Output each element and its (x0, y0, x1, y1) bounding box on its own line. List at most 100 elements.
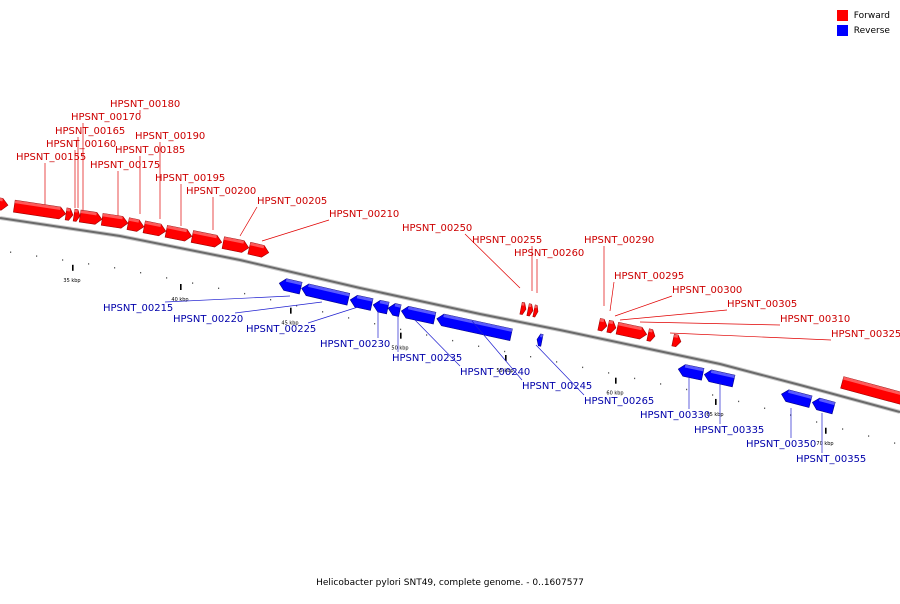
forward-gene-block (247, 241, 270, 258)
reverse-gene-block (387, 303, 402, 317)
gene-label-reverse: HPSNT_00215 (103, 303, 173, 314)
minor-tick (504, 350, 506, 353)
forward-gene-block (526, 303, 534, 317)
major-tick (180, 284, 182, 290)
minor-tick (790, 414, 792, 416)
gene-label-forward: HPSNT_00160 (46, 139, 116, 150)
minor-tick (348, 317, 350, 319)
gene-label-reverse: HPSNT_00355 (796, 454, 866, 465)
gene-label-forward: HPSNT_00260 (514, 248, 584, 259)
tick-label: 40 kbp (171, 297, 188, 303)
forward-gene-block (126, 217, 145, 232)
legend-forward: Forward (836, 8, 890, 23)
genome-backbone (0, 217, 900, 413)
legend-reverse: Reverse (836, 23, 890, 38)
major-tick (615, 377, 617, 384)
forward-gene-block (615, 321, 648, 340)
minor-tick (88, 263, 90, 265)
gene-label-forward: HPSNT_00155 (16, 152, 86, 163)
gene-label-forward: HPSNT_00255 (472, 235, 542, 246)
minor-tick (10, 251, 12, 253)
minor-tick (478, 345, 480, 347)
forward-gene-block (78, 209, 103, 225)
forward-gene-block (164, 225, 193, 242)
gene-label-reverse: HPSNT_00240 (460, 367, 530, 378)
gene-label-forward: HPSNT_00185 (115, 145, 185, 156)
minor-tick (296, 305, 298, 307)
gene-label-reverse: HPSNT_00265 (584, 396, 654, 407)
forward-swatch (836, 10, 848, 21)
tick-label: 70 kbp (816, 441, 833, 447)
gene-label-forward: HPSNT_00210 (329, 209, 399, 220)
gene-label-reverse: HPSNT_00230 (320, 339, 390, 350)
minor-tick (270, 299, 272, 301)
major-tick (825, 427, 827, 434)
gene-label-forward: HPSNT_00300 (672, 285, 742, 296)
gene-leader-line (307, 306, 359, 324)
minor-tick (738, 400, 740, 403)
gene-label-forward: HPSNT_00180 (110, 99, 180, 110)
forward-gene-block (597, 318, 608, 332)
minor-tick (322, 311, 324, 313)
forward-gene-block (646, 328, 656, 342)
minor-tick (894, 442, 896, 444)
major-tick (400, 332, 402, 339)
forward-gene-block (221, 236, 250, 253)
legend-reverse-label: Reverse (853, 25, 890, 36)
caption: Helicobacter pylori SNT49, complete geno… (316, 578, 584, 588)
reverse-gene-block (436, 313, 513, 341)
minor-tick (426, 334, 428, 336)
gene-leader-line (261, 219, 330, 242)
minor-tick (400, 328, 402, 331)
legend: Forward Reverse (836, 8, 890, 38)
major-tick (715, 398, 717, 405)
backbone-shadow (0, 216, 900, 414)
reverse-gene-block (278, 278, 303, 295)
major-tick (290, 307, 292, 314)
minor-tick (218, 287, 220, 289)
minor-tick (634, 377, 636, 380)
forward-gene-block (72, 208, 81, 222)
major-tick (72, 264, 74, 271)
minor-tick (556, 361, 558, 363)
reverse-gene-block (677, 364, 705, 381)
minor-tick (582, 366, 584, 369)
forward-gene-block (840, 376, 900, 406)
tick-label: 55 kbp (496, 368, 513, 374)
reverse-swatch (836, 25, 848, 36)
gene-label-reverse: HPSNT_00245 (522, 381, 592, 392)
gene-label-forward: HPSNT_00295 (614, 271, 684, 282)
gene-label-reverse: HPSNT_00330 (640, 410, 710, 421)
minor-tick (166, 277, 168, 279)
forward-gene-block (532, 304, 539, 318)
gene-leader-line (234, 301, 323, 314)
gene-label-reverse: HPSNT_00335 (694, 425, 764, 436)
minor-tick (764, 407, 766, 409)
tick-label: 35 kbp (63, 278, 80, 284)
gene-leader-line (414, 319, 461, 367)
reverse-gene-block (536, 333, 544, 347)
gene-label-forward: HPSNT_00175 (90, 160, 160, 171)
reverse-gene-block (372, 299, 390, 315)
gene-label-reverse: HPSNT_00220 (173, 314, 243, 325)
gene-label-forward: HPSNT_00290 (584, 235, 654, 246)
minor-tick (530, 356, 532, 358)
minor-tick (816, 421, 818, 423)
gene-label-forward: HPSNT_00205 (257, 196, 327, 207)
gene-label-reverse: HPSNT_00350 (746, 439, 816, 450)
legend-forward-label: Forward (853, 10, 890, 21)
forward-gene-block (190, 230, 223, 248)
minor-tick (140, 272, 142, 274)
forward-gene-block (606, 319, 617, 334)
tick-label: 50 kbp (391, 346, 408, 352)
forward-gene-block (0, 197, 9, 211)
minor-tick (114, 267, 116, 269)
gene-label-forward: HPSNT_00310 (780, 314, 850, 325)
minor-tick (452, 339, 454, 342)
tick-label: 45 kbp (281, 321, 298, 327)
gene-label-forward: HPSNT_00195 (155, 173, 225, 184)
minor-tick (660, 383, 662, 385)
gene-leader-line (464, 233, 521, 289)
